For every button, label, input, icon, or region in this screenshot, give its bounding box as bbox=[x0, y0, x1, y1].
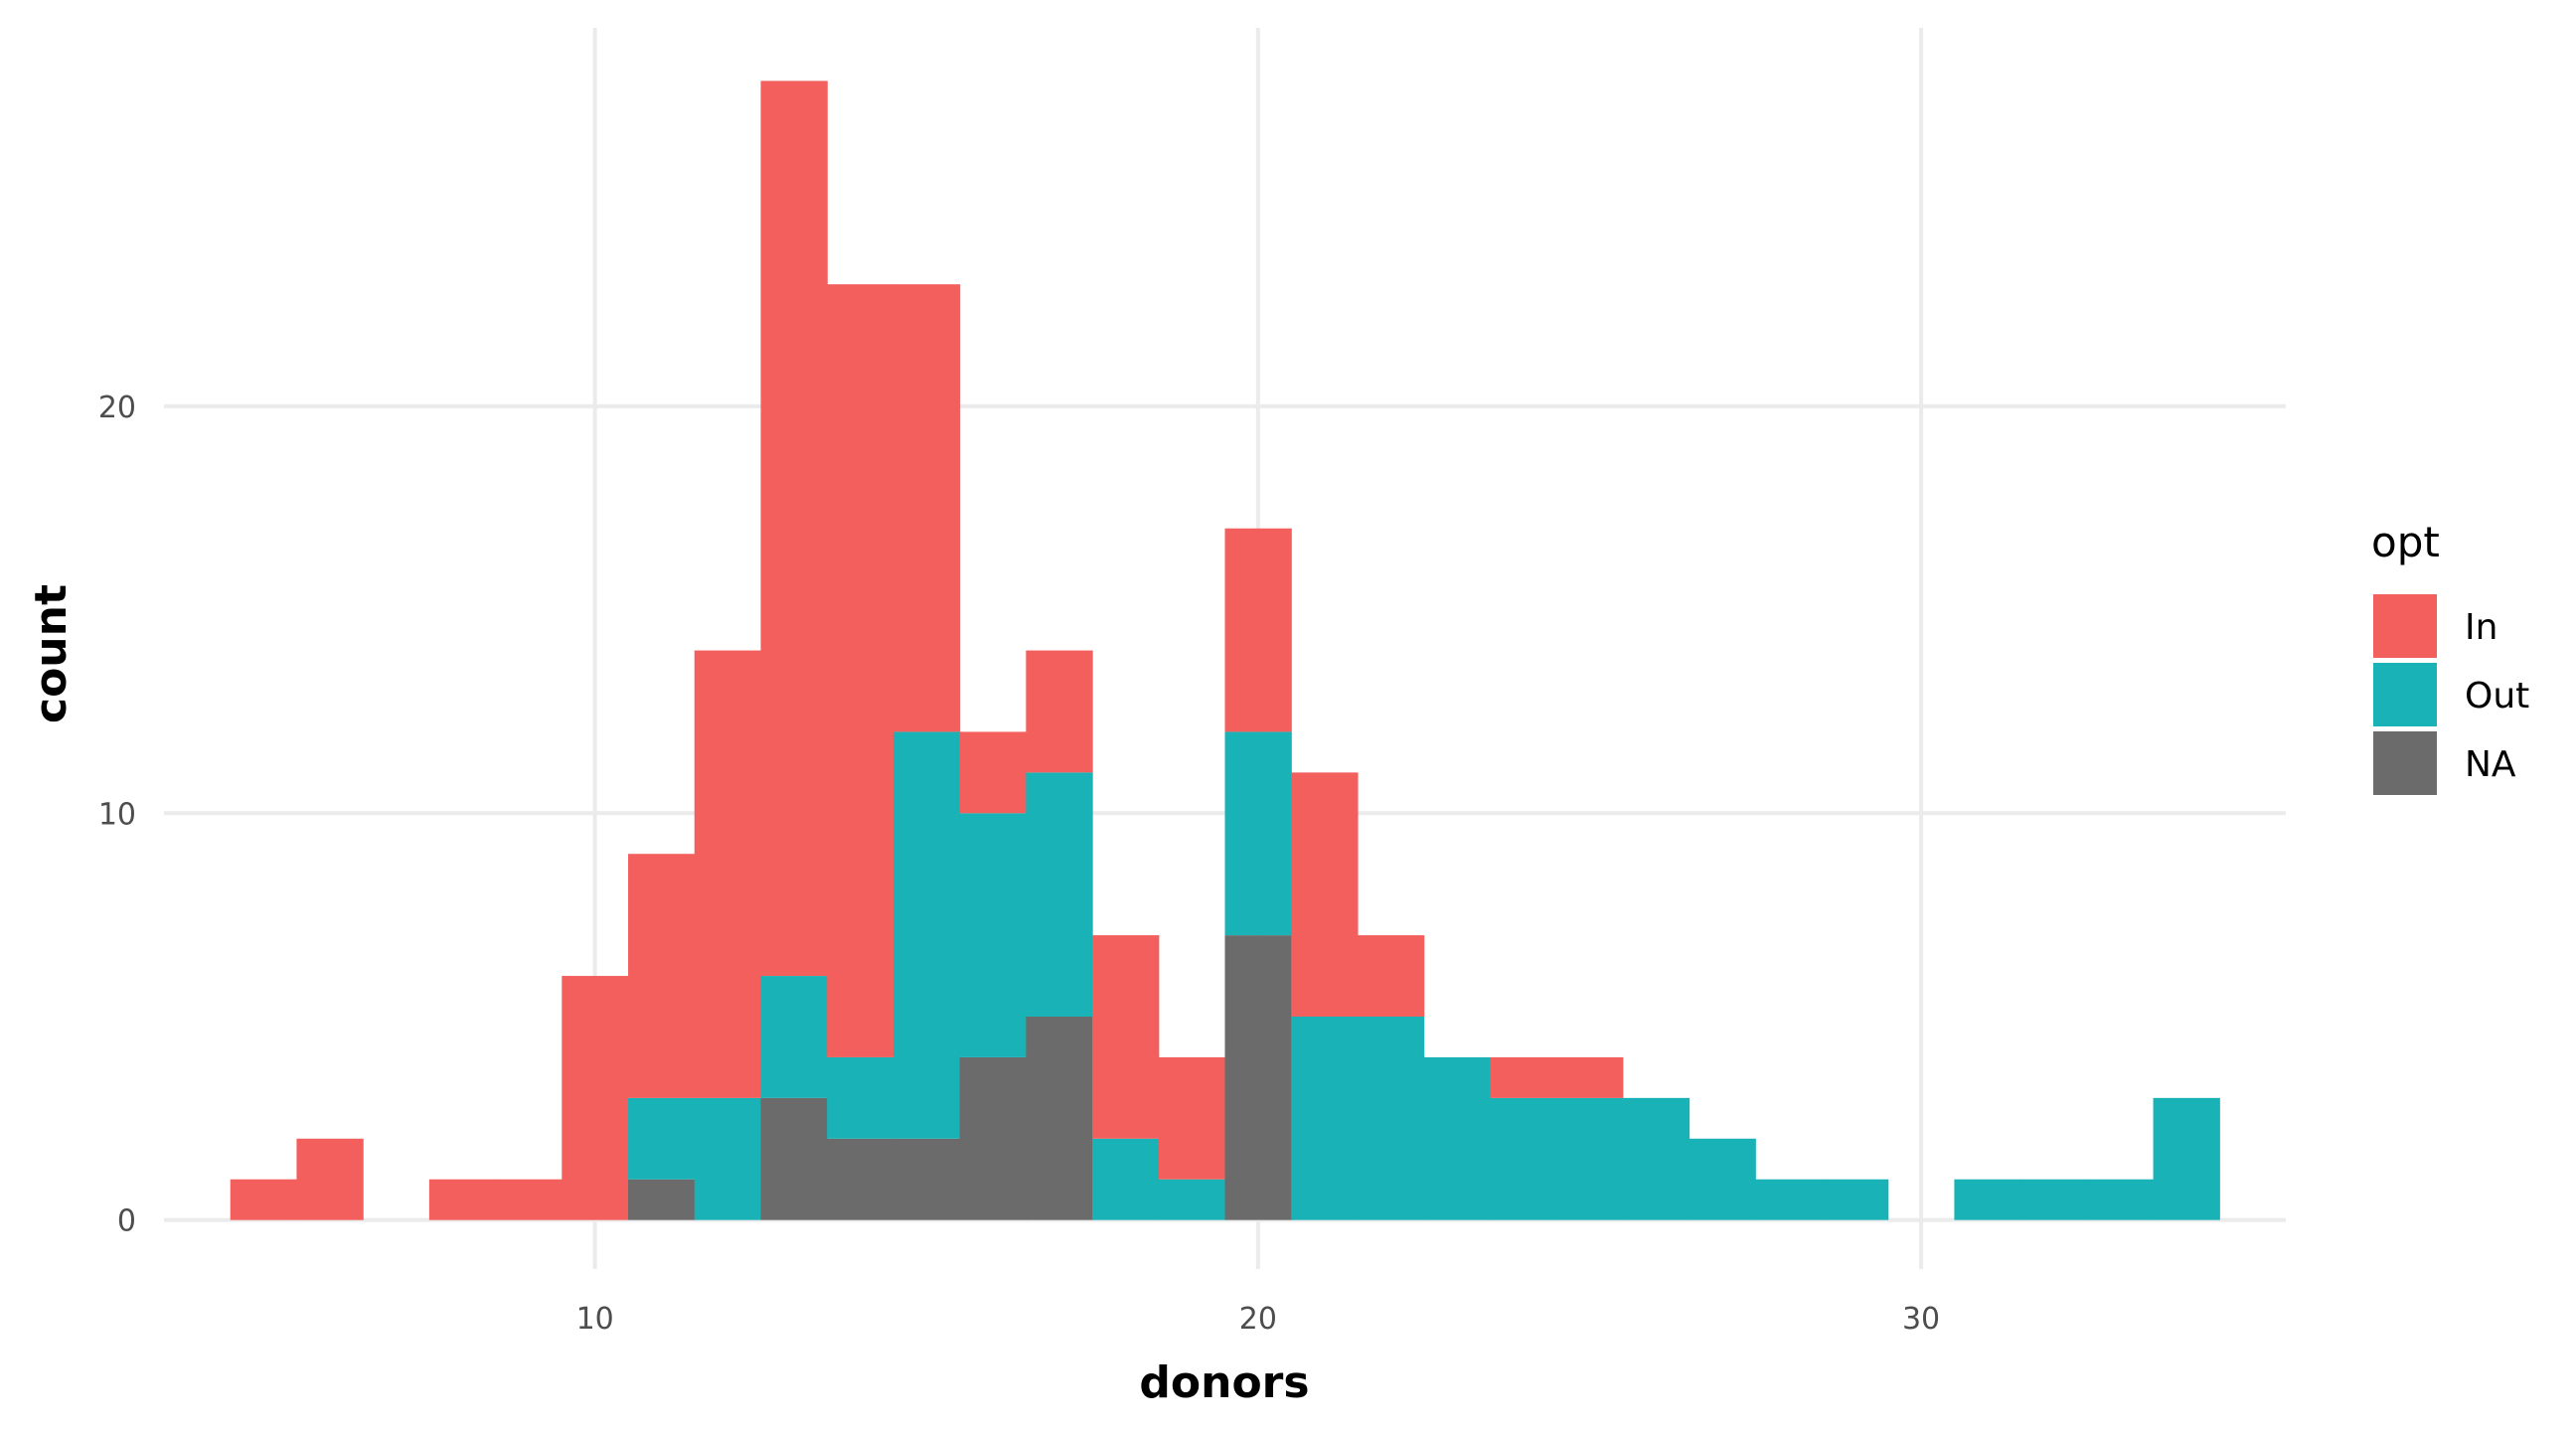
histogram-bars bbox=[230, 80, 2220, 1220]
legend-label-in: In bbox=[2465, 607, 2497, 648]
legend-key-na bbox=[2373, 731, 2437, 795]
bar-na-14 bbox=[827, 1138, 894, 1220]
y-tick-label-10: 10 bbox=[98, 797, 136, 832]
x-tick-label-10: 10 bbox=[576, 1302, 614, 1337]
bar-na-11 bbox=[628, 1179, 696, 1220]
legend: opt In Out NA bbox=[2371, 518, 2529, 795]
axis-tick-labels: 10 20 30 0 10 20 bbox=[98, 391, 1940, 1337]
x-tick-label-20: 20 bbox=[1239, 1302, 1277, 1337]
bar-na-16 bbox=[959, 1056, 1027, 1220]
bar-in-13 bbox=[760, 80, 828, 977]
bar-out-12 bbox=[694, 1097, 762, 1220]
bar-out-26 bbox=[1622, 1097, 1690, 1220]
bar-in-20 bbox=[1224, 528, 1292, 732]
bar-in-15 bbox=[892, 284, 961, 732]
bar-in-18 bbox=[1092, 935, 1160, 1139]
legend-label-out: Out bbox=[2465, 676, 2529, 716]
bar-in-14 bbox=[827, 284, 894, 1057]
bar-out-11 bbox=[628, 1097, 696, 1180]
bar-out-22 bbox=[1357, 1016, 1425, 1220]
bar-out-21 bbox=[1291, 1016, 1359, 1220]
bar-out-19 bbox=[1158, 1179, 1226, 1220]
bar-in-21 bbox=[1291, 772, 1359, 1017]
bar-out-15 bbox=[892, 731, 961, 1139]
bar-in-5 bbox=[230, 1179, 298, 1220]
bar-in-17 bbox=[1026, 650, 1093, 773]
bar-na-13 bbox=[760, 1097, 828, 1220]
legend-key-in bbox=[2373, 594, 2437, 658]
bar-out-27 bbox=[1689, 1138, 1756, 1220]
bar-out-24 bbox=[1490, 1097, 1557, 1220]
bar-out-16 bbox=[959, 813, 1027, 1057]
bar-out-25 bbox=[1556, 1097, 1624, 1220]
bar-out-28 bbox=[1755, 1179, 1823, 1220]
bar-in-6 bbox=[296, 1138, 364, 1220]
legend-key-out bbox=[2373, 663, 2437, 726]
legend-label-na: NA bbox=[2465, 744, 2516, 785]
bar-out-17 bbox=[1026, 772, 1093, 1017]
bar-in-19 bbox=[1158, 1056, 1226, 1180]
bar-in-11 bbox=[628, 854, 696, 1098]
legend-entries: In Out NA bbox=[2373, 594, 2529, 795]
bar-in-24 bbox=[1490, 1056, 1557, 1098]
y-tick-label-0: 0 bbox=[117, 1204, 136, 1239]
bar-out-32 bbox=[2020, 1179, 2088, 1220]
bar-out-31 bbox=[1954, 1179, 2021, 1220]
bar-in-25 bbox=[1556, 1056, 1624, 1098]
bar-in-8 bbox=[428, 1179, 497, 1220]
x-tick-label-30: 30 bbox=[1902, 1302, 1940, 1337]
y-tick-label-20: 20 bbox=[98, 391, 136, 425]
bar-out-18 bbox=[1092, 1138, 1160, 1220]
bar-in-16 bbox=[959, 731, 1027, 814]
y-axis-title: count bbox=[26, 584, 77, 723]
bar-in-22 bbox=[1357, 935, 1425, 1017]
bar-out-34 bbox=[2153, 1097, 2220, 1220]
bar-in-9 bbox=[495, 1179, 563, 1220]
bar-in-10 bbox=[562, 976, 629, 1220]
bar-out-33 bbox=[2086, 1179, 2155, 1220]
bar-out-23 bbox=[1423, 1056, 1491, 1220]
bar-out-29 bbox=[1821, 1179, 1889, 1220]
bar-out-13 bbox=[760, 976, 828, 1098]
x-axis-title: donors bbox=[1139, 1357, 1309, 1408]
bar-na-15 bbox=[892, 1138, 961, 1220]
bar-out-20 bbox=[1224, 731, 1292, 936]
bar-na-20 bbox=[1224, 935, 1292, 1220]
bar-na-17 bbox=[1026, 1016, 1093, 1220]
bar-in-12 bbox=[694, 650, 762, 1098]
bar-out-14 bbox=[827, 1056, 894, 1139]
legend-title: opt bbox=[2371, 518, 2440, 566]
